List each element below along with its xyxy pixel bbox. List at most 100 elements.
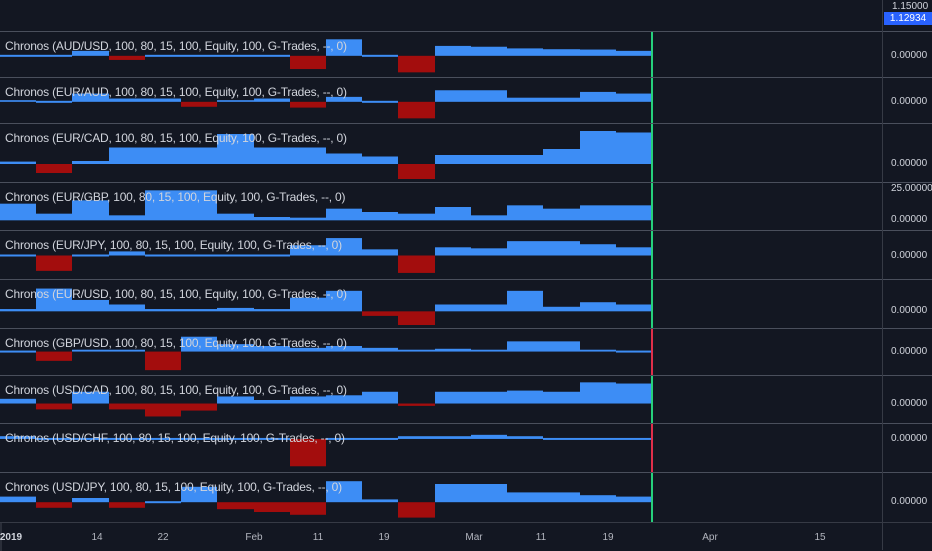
equity-bar bbox=[181, 403, 217, 411]
equity-bar bbox=[145, 501, 181, 504]
equity-bar bbox=[72, 299, 109, 312]
equity-bar bbox=[471, 46, 507, 56]
equity-bar bbox=[217, 134, 254, 164]
equity-bar bbox=[254, 346, 290, 352]
equity-bar bbox=[109, 147, 145, 164]
time-axis-tick: Feb bbox=[245, 532, 263, 543]
equity-bar bbox=[145, 309, 181, 312]
indicator-pane[interactable]: Chronos (GBP/USD, 100, 80, 15, 100, Equi… bbox=[0, 328, 932, 376]
pane-axis-zero-value: 0.00000 bbox=[891, 305, 928, 317]
indicator-pane[interactable]: Chronos (USD/JPY, 100, 80, 15, 100, Equi… bbox=[0, 472, 932, 523]
equity-bar bbox=[471, 248, 507, 256]
equity-bar bbox=[36, 351, 72, 361]
equity-bar bbox=[290, 438, 326, 467]
indicator-pane[interactable]: Chronos (EUR/CAD, 100, 80, 15, 100, Equi… bbox=[0, 123, 932, 183]
equity-bar bbox=[580, 91, 616, 102]
equity-bar bbox=[543, 437, 580, 440]
equity-bar bbox=[254, 98, 290, 102]
equity-bar bbox=[217, 502, 254, 510]
equity-bar bbox=[181, 486, 217, 503]
equity-bar bbox=[36, 54, 72, 57]
equity-bar bbox=[72, 254, 109, 257]
indicator-legend-label[interactable]: Chronos (AUD/USD, 100, 80, 15, 100, Equi… bbox=[5, 39, 347, 53]
equity-bar bbox=[0, 436, 36, 439]
indicator-legend-label[interactable]: Chronos (EUR/USD, 100, 80, 15, 100, Equi… bbox=[5, 287, 347, 301]
equity-bar bbox=[36, 288, 72, 312]
equity-bar bbox=[362, 156, 398, 164]
equity-bar bbox=[507, 48, 543, 56]
equity-bar bbox=[217, 437, 254, 440]
equity-histogram bbox=[0, 329, 653, 376]
indicator-legend-label[interactable]: Chronos (USD/CHF, 100, 80, 15, 100, Equi… bbox=[5, 431, 345, 445]
pane-axis-zero-value: 0.00000 bbox=[891, 49, 928, 61]
indicator-legend-label[interactable]: Chronos (EUR/AUD, 100, 80, 15, 100, Equi… bbox=[5, 85, 347, 99]
equity-bar bbox=[580, 349, 616, 352]
equity-bar bbox=[543, 492, 580, 503]
equity-bar bbox=[616, 383, 652, 404]
equity-bar bbox=[72, 161, 109, 164]
indicator-pane[interactable]: Chronos (EUR/GBP, 100, 80, 15, 100, Equi… bbox=[0, 182, 932, 231]
equity-bar bbox=[254, 217, 290, 221]
equity-bar bbox=[0, 350, 36, 353]
equity-bar bbox=[109, 215, 145, 221]
equity-bar bbox=[616, 496, 652, 503]
equity-bar bbox=[616, 304, 652, 312]
equity-bar bbox=[254, 309, 290, 312]
pane-axis-zero-value: 0.00000 bbox=[891, 397, 928, 409]
equity-bar bbox=[616, 132, 652, 164]
equity-bar bbox=[507, 97, 543, 102]
equity-histogram bbox=[0, 231, 653, 280]
equity-bar bbox=[217, 254, 254, 257]
equity-bar bbox=[435, 348, 471, 352]
equity-bar bbox=[254, 54, 290, 57]
indicator-legend-label[interactable]: Chronos (EUR/CAD, 100, 80, 15, 100, Equi… bbox=[5, 131, 347, 145]
equity-bar bbox=[507, 205, 543, 221]
equity-bar bbox=[181, 147, 217, 164]
last-bar-marker bbox=[651, 473, 653, 523]
indicator-pane[interactable]: Chronos (EUR/JPY, 100, 80, 15, 100, Equi… bbox=[0, 230, 932, 280]
equity-bar bbox=[72, 349, 109, 352]
last-price-badge[interactable]: 1.12934 bbox=[884, 12, 932, 25]
last-bar-marker bbox=[651, 231, 653, 280]
indicator-pane[interactable]: Chronos (USD/CAD, 100, 80, 15, 100, Equi… bbox=[0, 375, 932, 424]
equity-bar bbox=[0, 254, 36, 257]
equity-bar bbox=[109, 251, 145, 256]
last-bar-marker bbox=[651, 376, 653, 424]
indicator-legend-label[interactable]: Chronos (USD/CAD, 100, 80, 15, 100, Equi… bbox=[5, 383, 347, 397]
equity-bar bbox=[616, 350, 652, 353]
indicator-legend-label[interactable]: Chronos (EUR/JPY, 100, 80, 15, 100, Equi… bbox=[5, 238, 342, 252]
equity-bar bbox=[507, 290, 543, 312]
equity-bar bbox=[326, 481, 362, 503]
indicator-pane[interactable]: Chronos (AUD/USD, 100, 80, 15, 100, Equi… bbox=[0, 31, 932, 78]
time-axis-left-marker bbox=[0, 523, 2, 551]
indicator-pane[interactable]: Chronos (EUR/USD, 100, 80, 15, 100, Equi… bbox=[0, 279, 932, 329]
equity-bar bbox=[362, 499, 398, 503]
equity-bar bbox=[435, 484, 471, 503]
indicator-legend-label[interactable]: Chronos (EUR/GBP, 100, 80, 15, 100, Equi… bbox=[5, 190, 346, 204]
equity-bar bbox=[471, 90, 507, 102]
equity-bar bbox=[398, 55, 435, 73]
equity-bar bbox=[362, 249, 398, 256]
indicator-legend-label[interactable]: Chronos (GBP/USD, 100, 80, 15, 100, Equi… bbox=[5, 336, 347, 350]
equity-bar bbox=[254, 437, 290, 440]
pane-axis-zero-value: 0.00000 bbox=[891, 158, 928, 169]
indicator-pane[interactable]: Chronos (EUR/AUD, 100, 80, 15, 100, Equi… bbox=[0, 77, 932, 124]
time-axis[interactable]: 2019 14 22 Feb 11 19 Mar 11 19 Apr 15 bbox=[0, 522, 932, 551]
equity-bar bbox=[0, 161, 36, 164]
equity-bar bbox=[217, 100, 254, 102]
time-axis-tick: 19 bbox=[378, 532, 390, 543]
equity-bar bbox=[543, 149, 580, 164]
time-axis-tick: Mar bbox=[465, 532, 483, 543]
indicator-pane[interactable]: Chronos (USD/CHF, 100, 80, 15, 100, Equi… bbox=[0, 423, 932, 473]
equity-bar bbox=[36, 437, 72, 440]
equity-bar bbox=[290, 347, 326, 352]
equity-bar bbox=[580, 495, 616, 503]
equity-bar bbox=[72, 437, 109, 440]
pane-axis-zero-value: 0.00000 bbox=[891, 496, 928, 508]
time-axis-tick: Apr bbox=[702, 532, 718, 543]
indicator-legend-label[interactable]: Chronos (USD/JPY, 100, 80, 15, 100, Equi… bbox=[5, 480, 342, 494]
equity-bar bbox=[507, 341, 543, 352]
equity-bar bbox=[0, 309, 36, 312]
equity-bar bbox=[471, 484, 507, 503]
equity-bar bbox=[109, 55, 145, 60]
